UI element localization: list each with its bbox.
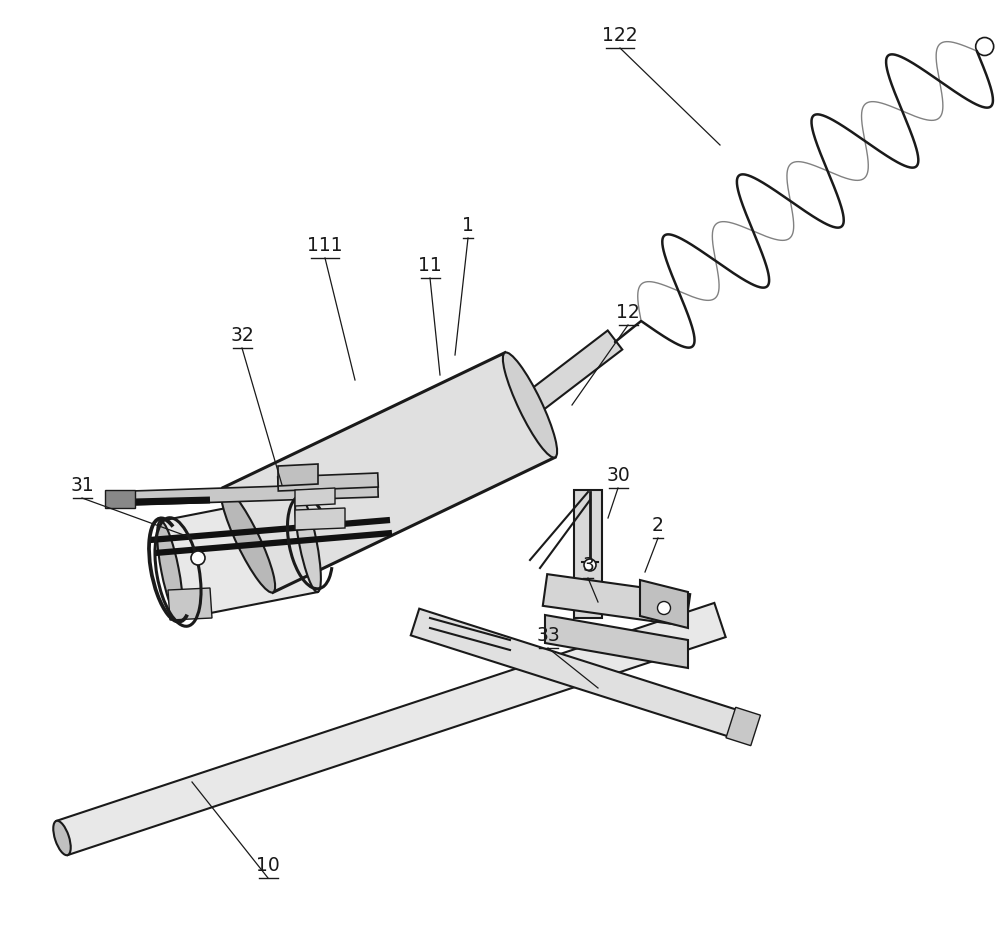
Polygon shape (543, 574, 690, 626)
Polygon shape (505, 353, 555, 457)
Ellipse shape (658, 601, 670, 614)
Ellipse shape (584, 559, 596, 571)
Text: 12: 12 (616, 303, 640, 322)
Text: 111: 111 (307, 236, 343, 255)
Polygon shape (545, 615, 688, 668)
Polygon shape (105, 490, 135, 508)
Text: 10: 10 (256, 856, 280, 875)
Text: 11: 11 (418, 256, 442, 275)
Ellipse shape (503, 353, 557, 457)
Text: 30: 30 (606, 466, 630, 485)
Text: 2: 2 (652, 516, 664, 535)
Polygon shape (56, 603, 726, 855)
Polygon shape (168, 588, 212, 620)
Polygon shape (574, 490, 602, 618)
Polygon shape (132, 483, 378, 505)
Text: 33: 33 (536, 626, 560, 645)
Text: 31: 31 (70, 476, 94, 495)
Text: 1: 1 (462, 216, 474, 235)
Polygon shape (411, 609, 752, 742)
Ellipse shape (53, 821, 71, 855)
Ellipse shape (221, 488, 275, 592)
Polygon shape (726, 708, 760, 746)
Ellipse shape (157, 521, 183, 619)
Ellipse shape (191, 551, 205, 565)
Text: 122: 122 (602, 26, 638, 45)
Ellipse shape (295, 494, 321, 592)
Polygon shape (640, 580, 688, 628)
Text: 3: 3 (582, 556, 594, 575)
Polygon shape (223, 353, 555, 592)
Polygon shape (160, 494, 318, 619)
Polygon shape (295, 508, 345, 530)
Text: 32: 32 (230, 326, 254, 345)
Polygon shape (278, 464, 318, 486)
Polygon shape (523, 330, 622, 415)
Polygon shape (278, 473, 378, 491)
Polygon shape (295, 488, 335, 506)
